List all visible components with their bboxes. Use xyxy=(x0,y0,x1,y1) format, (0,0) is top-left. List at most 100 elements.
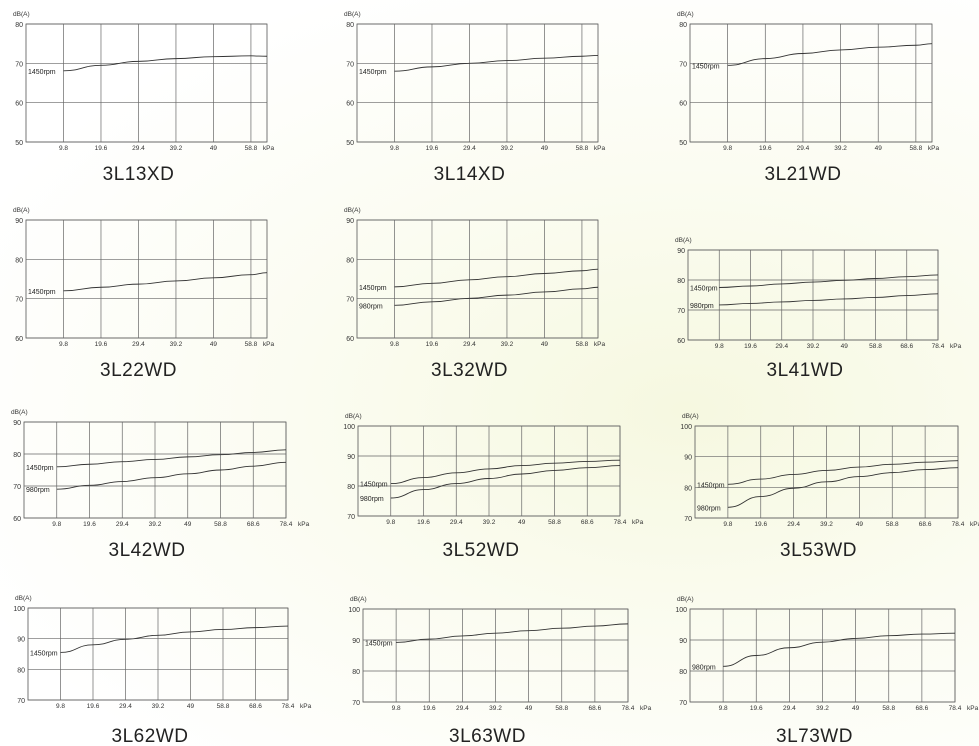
series-line-1450rpm xyxy=(56,449,287,468)
x-tick-label: 9.8 xyxy=(390,145,399,152)
x-tick-label: 49 xyxy=(856,521,864,528)
x-tick-label: 9.8 xyxy=(59,145,68,152)
chart-3L53WD: 100 90 80 70 9.8 19.6 29.4 39.2 49 58.8 68.6 78.4 dB… xyxy=(680,413,979,561)
y-axis-label: dB(A) xyxy=(677,11,694,18)
series-line-980rpm xyxy=(719,293,939,306)
x-axis-label: kPa xyxy=(640,705,652,712)
x-tick-label: 19.6 xyxy=(95,145,108,152)
x-tick-label: 29.4 xyxy=(456,705,469,712)
x-tick-label: 29.4 xyxy=(463,341,476,348)
chart-3L14XD: 80 70 60 50 9.8 19.6 29.4 39.2 49 58.8 dB(A) kPa 145… xyxy=(344,11,606,185)
x-tick-label: 29.4 xyxy=(132,145,145,152)
chart-3L63WD: 100 90 80 70 9.8 19.6 29.4 39.2 49 58.8 68.6 78.4 dB… xyxy=(348,596,651,746)
y-tick-label: 100 xyxy=(680,424,692,431)
x-tick-label: 78.4 xyxy=(949,705,962,712)
x-tick-label: 78.4 xyxy=(280,521,293,528)
x-tick-label: 19.6 xyxy=(750,705,763,712)
y-axis-label: dB(A) xyxy=(15,595,32,602)
y-tick-label: 70 xyxy=(13,484,21,491)
chart-3L13XD: 80 70 60 50 9.8 19.6 29.4 39.2 49 58.8 dB(A) kPa 145… xyxy=(13,11,275,185)
x-tick-label: 19.6 xyxy=(759,145,772,152)
y-axis-label: dB(A) xyxy=(682,413,699,420)
series-label-1450rpm: 1450rpm xyxy=(360,482,388,489)
y-axis-label: dB(A) xyxy=(11,409,28,416)
x-tick-label: 19.6 xyxy=(87,703,100,710)
y-tick-label: 100 xyxy=(348,607,360,614)
y-tick-label: 60 xyxy=(346,336,354,343)
y-tick-label: 60 xyxy=(15,336,23,343)
plot-frame xyxy=(356,219,599,339)
x-tick-label: 78.4 xyxy=(282,703,295,710)
x-tick-label: 19.6 xyxy=(83,521,96,528)
y-tick-label: 70 xyxy=(15,297,23,304)
x-tick-label: 68.6 xyxy=(916,705,929,712)
x-tick-label: 68.6 xyxy=(581,519,594,526)
x-tick-label: 19.6 xyxy=(426,145,439,152)
x-tick-label: 39.2 xyxy=(152,703,165,710)
x-axis-label: kPa xyxy=(263,341,275,348)
series-label-1450rpm: 1450rpm xyxy=(690,286,718,293)
x-tick-label: 9.8 xyxy=(715,343,724,350)
y-tick-label: 80 xyxy=(15,257,23,264)
y-axis-label: dB(A) xyxy=(13,207,30,214)
series-label-1450rpm: 1450rpm xyxy=(30,650,58,657)
y-tick-label: 80 xyxy=(13,452,21,459)
series-label-1450rpm: 1450rpm xyxy=(692,63,720,70)
series-line-980rpm xyxy=(727,467,959,508)
y-axis-label: dB(A) xyxy=(345,413,362,420)
x-tick-label: 9.8 xyxy=(390,341,399,348)
y-tick-label: 100 xyxy=(343,424,355,431)
series-label-1450rpm: 1450rpm xyxy=(359,69,387,76)
x-axis-label: kPa xyxy=(970,521,979,528)
series-line-1450rpm xyxy=(727,43,933,66)
x-tick-label: 49 xyxy=(187,703,195,710)
y-tick-label: 90 xyxy=(352,638,360,645)
y-tick-label: 70 xyxy=(352,700,360,707)
x-tick-label: 29.4 xyxy=(775,343,788,350)
x-tick-label: 68.6 xyxy=(249,703,262,710)
chart-title: 3L13XD xyxy=(103,164,175,185)
x-tick-label: 39.2 xyxy=(170,145,183,152)
y-axis-label: dB(A) xyxy=(677,596,694,603)
x-tick-label: 19.6 xyxy=(95,341,108,348)
y-tick-label: 80 xyxy=(679,22,687,29)
x-tick-label: 29.4 xyxy=(783,705,796,712)
x-axis-label: kPa xyxy=(632,519,644,526)
x-tick-label: 49 xyxy=(875,145,883,152)
plot-frame xyxy=(25,219,268,339)
x-tick-label: 58.8 xyxy=(576,341,589,348)
x-tick-label: 58.8 xyxy=(217,703,230,710)
x-tick-label: 39.2 xyxy=(483,519,496,526)
series-line-980rpm xyxy=(723,632,956,667)
y-tick-label: 60 xyxy=(346,101,354,108)
x-tick-label: 39.2 xyxy=(834,145,847,152)
x-tick-label: 49 xyxy=(541,145,549,152)
series-label-980rpm: 980rpm xyxy=(697,505,721,512)
x-tick-label: 19.6 xyxy=(426,341,439,348)
chart-title: 3L22WD xyxy=(100,360,177,381)
y-tick-label: 90 xyxy=(13,420,21,427)
series-label-980rpm: 980rpm xyxy=(359,303,383,310)
y-tick-label: 80 xyxy=(352,669,360,676)
x-axis-label: kPa xyxy=(298,521,310,528)
chart-3L52WD: 100 90 80 70 9.8 19.6 29.4 39.2 49 58.8 68.6 78.4 dB… xyxy=(343,413,643,561)
y-tick-label: 80 xyxy=(684,485,692,492)
x-tick-label: 68.6 xyxy=(247,521,260,528)
chart-title: 3L52WD xyxy=(443,540,520,561)
x-tick-label: 58.8 xyxy=(245,341,258,348)
chart-title: 3L41WD xyxy=(767,360,844,381)
y-tick-label: 60 xyxy=(677,338,685,345)
x-tick-label: 9.8 xyxy=(719,705,728,712)
series-line-1450rpm xyxy=(394,268,599,288)
x-tick-label: 58.8 xyxy=(910,145,923,152)
series-label-980rpm: 980rpm xyxy=(690,303,714,310)
x-tick-label: 68.6 xyxy=(589,705,602,712)
series-label-1450rpm: 1450rpm xyxy=(697,482,725,489)
y-axis-label: dB(A) xyxy=(344,11,361,18)
x-tick-label: 19.6 xyxy=(754,521,767,528)
x-axis-label: kPa xyxy=(300,703,312,710)
y-tick-label: 100 xyxy=(13,606,25,613)
x-tick-label: 58.8 xyxy=(555,705,568,712)
series-line-980rpm xyxy=(390,465,621,499)
